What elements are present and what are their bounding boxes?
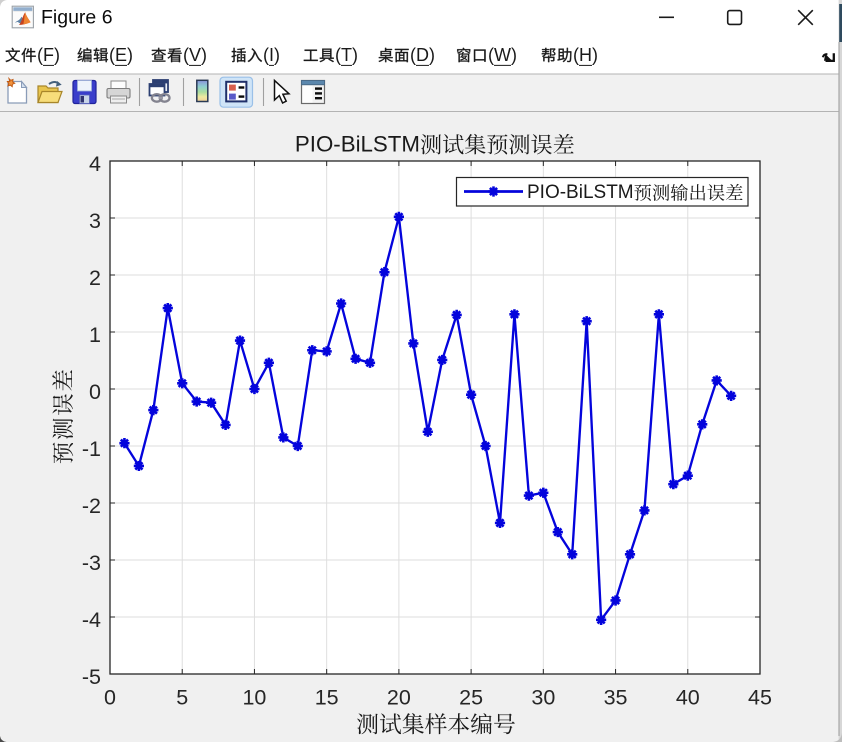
svg-text:-2: -2 [82,494,101,518]
svg-text:-4: -4 [82,608,101,632]
svg-text:20: 20 [387,685,411,709]
svg-text:(E): (E) [109,45,133,65]
svg-text:5: 5 [176,685,188,709]
svg-text:0: 0 [104,685,116,709]
svg-text:25: 25 [459,685,483,709]
svg-text:(I): (I) [263,45,280,65]
svg-text:1: 1 [89,323,101,347]
svg-text:(V): (V) [183,45,207,65]
svg-text:4: 4 [89,152,101,176]
svg-text:(T): (T) [335,45,358,65]
svg-text:-3: -3 [82,551,101,575]
svg-text:40: 40 [676,685,700,709]
svg-text:Figure 6: Figure 6 [41,7,113,29]
svg-text:PIO-BiLSTM: PIO-BiLSTM [295,132,420,157]
svg-text:(D): (D) [410,45,435,65]
svg-text:2: 2 [89,266,101,290]
svg-text:0: 0 [89,380,101,404]
svg-text:(W): (W) [488,45,517,65]
svg-text:PIO-BiLSTM: PIO-BiLSTM [527,182,634,203]
svg-text:(F): (F) [37,45,60,65]
svg-text:15: 15 [315,685,339,709]
svg-text:45: 45 [748,685,772,709]
svg-text:3: 3 [89,209,101,233]
svg-text:-5: -5 [82,665,101,689]
svg-text:35: 35 [604,685,628,709]
svg-text:(H): (H) [573,45,598,65]
svg-text:10: 10 [242,685,266,709]
svg-text:-1: -1 [82,437,101,461]
svg-text:30: 30 [531,685,555,709]
